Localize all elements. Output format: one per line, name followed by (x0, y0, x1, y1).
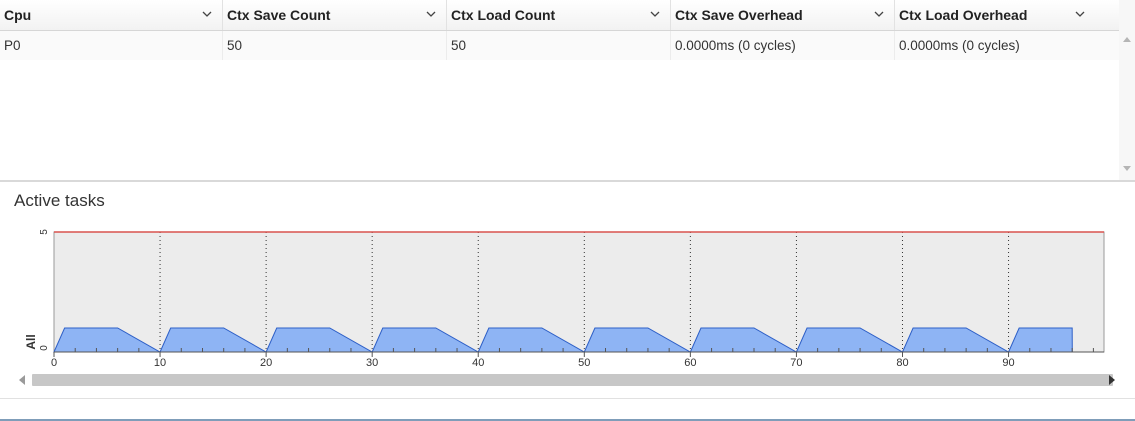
x-tick-label: 70 (790, 357, 802, 367)
chevron-down-icon[interactable] (426, 9, 436, 19)
table-header: Cpu Ctx Save Count Ctx Load Count Ctx Sa… (0, 0, 1119, 31)
x-tick-label: 40 (472, 357, 484, 367)
scroll-down-arrow-icon[interactable] (1123, 166, 1131, 172)
y-tick-label: 0 (39, 345, 50, 351)
cpu-stats-table: Cpu Ctx Save Count Ctx Load Count Ctx Sa… (0, 0, 1135, 181)
cell-ctx-save-overhead: 0.0000ms (0 cycles) (671, 31, 895, 60)
x-tick-label: 10 (154, 357, 166, 367)
y-axis-label: All (24, 334, 38, 349)
x-tick-label: 0 (51, 357, 57, 367)
y-tick-label: 5 (39, 229, 50, 235)
section-title: Active tasks (14, 191, 105, 210)
column-header-ctx-save-count[interactable]: Ctx Save Count (223, 0, 447, 30)
x-tick-label: 30 (366, 357, 378, 367)
x-tick-label: 80 (896, 357, 908, 367)
column-header-ctx-save-overhead[interactable]: Ctx Save Overhead (671, 0, 895, 30)
cell-ctx-load-count: 50 (447, 31, 671, 60)
footer-border (0, 419, 1135, 421)
chart-horizontal-scrollbar[interactable] (14, 372, 1120, 388)
cell-ctx-load-overhead: 0.0000ms (0 cycles) (899, 38, 1020, 53)
x-tick-label: 50 (578, 357, 590, 367)
cell-cpu: P0 (0, 31, 223, 60)
divider (0, 398, 1135, 399)
x-tick-label: 90 (1002, 357, 1014, 367)
chevron-down-icon[interactable] (650, 9, 660, 19)
column-header-label: Cpu (4, 7, 32, 23)
column-header-label: Ctx Save Count (227, 7, 331, 23)
column-header-ctx-load-count[interactable]: Ctx Load Count (447, 0, 671, 30)
series-area (53, 327, 1104, 353)
column-header-label: Ctx Load Overhead (899, 7, 1028, 23)
column-header-ctx-load-overhead[interactable]: Ctx Load Overhead (895, 0, 1095, 30)
table-row[interactable]: P0 50 50 0.0000ms (0 cycles) 0.0000ms (0… (0, 31, 1119, 60)
x-tick-label: 20 (260, 357, 272, 367)
chevron-down-icon[interactable] (202, 9, 212, 19)
divider (0, 180, 1135, 182)
scroll-left-arrow-icon[interactable] (18, 375, 26, 385)
table-vertical-scrollbar[interactable] (1119, 0, 1135, 181)
scroll-up-arrow-icon[interactable] (1123, 36, 1131, 42)
column-header-cpu[interactable]: Cpu (0, 0, 223, 30)
scroll-right-arrow-icon[interactable] (1108, 375, 1116, 385)
cell-ctx-save-count: 50 (223, 31, 447, 60)
column-header-label: Ctx Load Count (451, 7, 556, 23)
chevron-down-icon[interactable] (874, 9, 884, 19)
chevron-down-icon[interactable] (1075, 9, 1085, 19)
scrollbar-thumb[interactable] (32, 374, 1113, 386)
x-tick-label: 60 (684, 357, 696, 367)
column-header-label: Ctx Save Overhead (675, 7, 803, 23)
active-tasks-chart: 0 10 20 30 40 50 60 70 80 90 0 5 All (24, 229, 1105, 367)
